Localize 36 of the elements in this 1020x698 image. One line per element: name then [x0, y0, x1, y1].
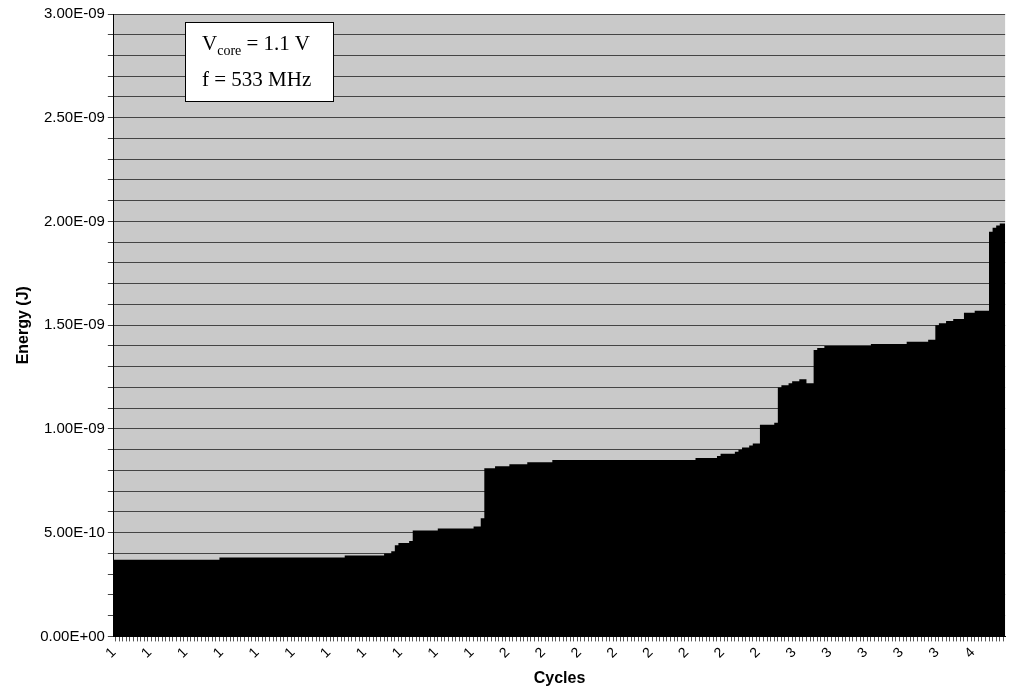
x-tick-label: 2 — [531, 643, 549, 661]
x-tick-label: 3 — [817, 643, 835, 661]
x-tick-label: 2 — [638, 643, 656, 661]
x-tick-label: 1 — [137, 643, 155, 661]
x-tick-label: 3 — [889, 643, 907, 661]
y-tick-label: 5.00E-10 — [43, 522, 105, 540]
x-tick-label: 2 — [710, 643, 728, 661]
y-tick-label: 2.50E-09 — [43, 107, 105, 125]
x-tick-label: 1 — [101, 643, 119, 661]
y-axis-title: Energy (J) — [14, 286, 32, 365]
y-tick-label: 1.50E-09 — [43, 315, 105, 333]
x-tick-label: 4 — [960, 643, 978, 661]
x-tick-label: 1 — [280, 643, 298, 661]
x-tick-label: 1 — [316, 643, 334, 661]
y-tick-label: 1.00E-09 — [43, 419, 105, 437]
y-tick-label: 2.00E-09 — [43, 211, 105, 229]
x-tick-label: 1 — [173, 643, 191, 661]
y-tick-label: 0.00E+00 — [40, 626, 105, 644]
annotation: V$_{core}$ = 1.1 V — [202, 30, 311, 61]
x-tick-label: 2 — [674, 643, 692, 661]
x-tick-label: 3 — [853, 643, 871, 661]
x-tick-label: 1 — [352, 643, 370, 661]
y-tick-label: 3.00E-09 — [43, 4, 105, 22]
x-tick-label: 2 — [746, 643, 764, 661]
x-tick-label: 1 — [209, 643, 227, 661]
x-tick-label: 3 — [925, 643, 943, 661]
x-tick-label: 2 — [495, 643, 513, 661]
x-tick-label: 1 — [459, 643, 477, 661]
x-tick-label: 1 — [388, 643, 406, 661]
x-axis-title: Cycles — [533, 668, 586, 686]
annotation: f = 533 MHz — [202, 66, 312, 94]
x-tick-label: 3 — [781, 643, 799, 661]
x-tick-label: 2 — [602, 643, 620, 661]
x-tick-label: 1 — [245, 643, 263, 661]
x-tick-label: 2 — [567, 643, 585, 661]
x-tick-label: 1 — [424, 643, 441, 661]
